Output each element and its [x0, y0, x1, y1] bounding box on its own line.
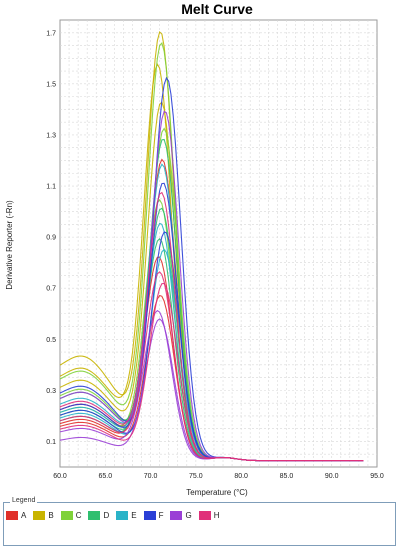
curves-group	[59, 30, 364, 462]
x-tick-label: 85.0	[280, 473, 294, 480]
legend-label: B	[48, 511, 54, 520]
legend-label: C	[75, 511, 82, 520]
legend-swatch	[88, 511, 101, 520]
legend-swatch	[198, 511, 211, 520]
y-axis-label: Derivative Reporter (-Rn)	[5, 200, 14, 290]
legend-label: A	[21, 511, 27, 520]
x-tick-label: 95.0	[370, 473, 384, 480]
tick-labels: 60.0 65.0 70.0 75.0 80.0 85.0 90.0 95.0 0.1 0.3 0.…	[46, 30, 384, 480]
x-tick-label: 65.0	[98, 473, 112, 480]
legend-item-f: F	[143, 511, 164, 520]
y-tick-label: 0.7	[46, 286, 56, 293]
legend-item-d: D	[88, 511, 109, 520]
legend-item-h: H	[198, 511, 220, 520]
legend-title: Legend	[10, 497, 38, 504]
legend: Legend A B C D E F G H	[3, 497, 396, 546]
x-axis-label: Temperature (°C)	[186, 488, 248, 497]
legend-swatch	[6, 511, 18, 520]
chart-title: Melt Curve	[181, 1, 253, 17]
legend-swatch	[60, 511, 73, 520]
x-tick-label: 75.0	[189, 473, 203, 480]
y-tick-label: 0.1	[46, 439, 56, 446]
legend-swatch	[143, 511, 156, 520]
legend-swatch	[33, 511, 46, 520]
legend-item-b: B	[33, 511, 54, 520]
plot-area	[59, 19, 378, 468]
series-h-curve	[59, 282, 364, 462]
legend-item-g: G	[170, 511, 192, 520]
legend-item-c: C	[60, 511, 82, 520]
legend-swatch	[170, 511, 183, 520]
grid-lines	[60, 20, 377, 467]
x-tick-label: 80.0	[234, 473, 248, 480]
legend-label: F	[158, 511, 164, 520]
y-tick-label: 0.5	[46, 337, 56, 344]
legend-label: G	[185, 511, 192, 520]
legend-items: A B C D E F G H	[6, 511, 227, 520]
y-tick-label: 0.3	[46, 388, 56, 395]
legend-label: H	[213, 511, 220, 520]
legend-item-a: A	[6, 511, 26, 520]
y-tick-label: 1.1	[46, 184, 56, 191]
x-tick-label: 70.0	[144, 473, 158, 480]
legend-label: D	[103, 511, 110, 520]
x-tick-label: 90.0	[325, 473, 339, 480]
legend-item-e: E	[116, 511, 137, 520]
y-tick-label: 1.5	[46, 81, 56, 88]
x-tick-label: 60.0	[53, 473, 67, 480]
y-tick-label: 0.9	[46, 235, 56, 242]
legend-label: E	[131, 511, 137, 520]
legend-swatch	[116, 511, 129, 520]
y-tick-label: 1.7	[46, 30, 56, 37]
y-tick-label: 1.3	[46, 132, 56, 139]
melt-curve-chart: Melt Curve 60.0 65.0 70.0 75.0 80.0 85.0 90.0 9…	[5, 1, 384, 497]
